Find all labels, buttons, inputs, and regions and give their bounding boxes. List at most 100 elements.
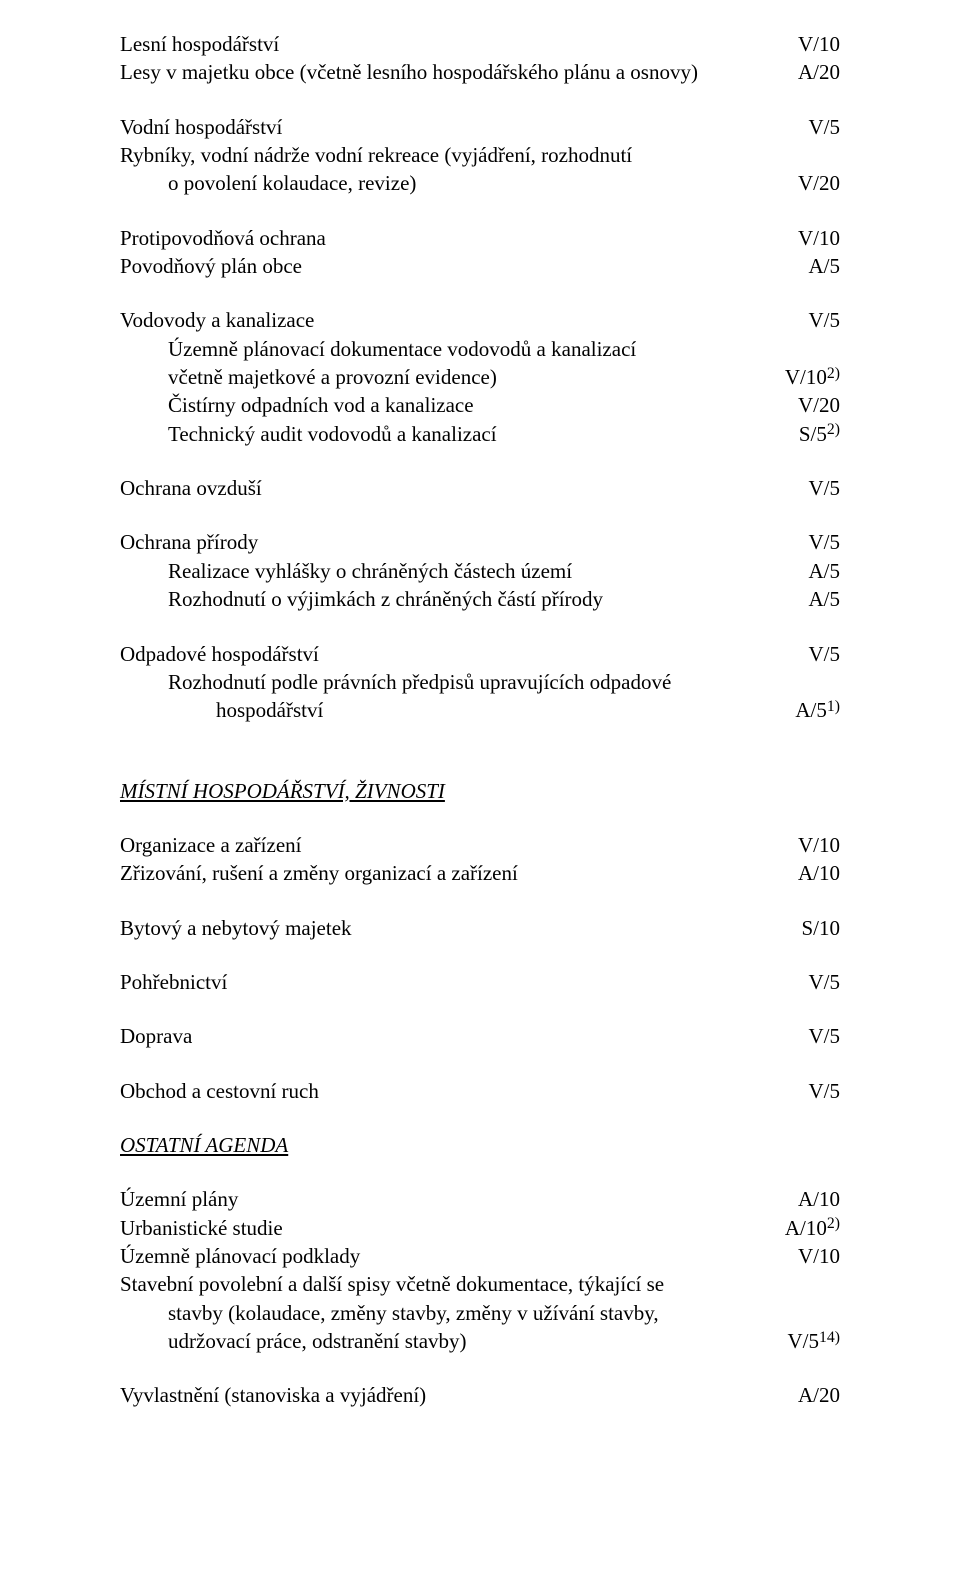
entry-row: PohřebnictvíV/5 [120,968,840,996]
entry-code: V/5 [809,1022,841,1050]
entry-code: V/10 [798,831,840,859]
entry-row: Rozhodnutí podle právních předpisů uprav… [120,668,840,696]
blank-line [120,725,840,751]
entry-code: V/5 [809,474,841,502]
entry-code: A/5 [809,252,841,280]
blank-line [120,502,840,528]
entry-code-sup: 2) [827,421,840,438]
entry-code: A/10 [798,859,840,887]
entry-label: Pohřebnictví [120,968,809,996]
blank-line [120,198,840,224]
entry-label: Lesní hospodářství [120,30,798,58]
blank-line [120,1051,840,1077]
blank-line [120,1105,840,1131]
entry-label: Územní plány [120,1185,798,1213]
entry-code: V/10 [798,224,840,252]
entry-label: Územně plánovací dokumentace vodovodů a … [120,335,840,363]
entry-row: Organizace a zařízeníV/10 [120,831,840,859]
entry-row: Zřizování, rušení a změny organizací a z… [120,859,840,887]
entry-label: Doprava [120,1022,809,1050]
entry-label: Stavební povolební a další spisy včetně … [120,1270,840,1298]
entry-row: Územně plánovací podkladyV/10 [120,1242,840,1270]
entry-code: V/5 [809,1077,841,1105]
entry-code: A/20 [798,1381,840,1409]
entry-code: A/102) [785,1214,840,1242]
entry-row: Urbanistické studieA/102) [120,1214,840,1242]
blank-line [120,888,840,914]
blank-line [120,996,840,1022]
entry-label: Protipovodňová ochrana [120,224,798,252]
entry-code: A/10 [798,1185,840,1213]
entry-row: Vodovody a kanalizaceV/5 [120,306,840,334]
entry-label: Povodňový plán obce [120,252,809,280]
blank-line [120,1159,840,1185]
blank-line [120,1355,840,1381]
entry-label: Organizace a zařízení [120,831,798,859]
entry-label: včetně majetkové a provozní evidence) [120,363,785,391]
entry-code: V/5 [809,968,841,996]
entry-row: včetně majetkové a provozní evidence)V/1… [120,363,840,391]
entry-row: Bytový a nebytový majetekS/10 [120,914,840,942]
blank-line [120,805,840,831]
entry-code: V/10 [798,1242,840,1270]
entry-label: Rozhodnutí podle právních předpisů uprav… [120,668,840,696]
entry-label: o povolení kolaudace, revize) [120,169,798,197]
document-body: Lesní hospodářstvíV/10Lesy v majetku obc… [120,30,840,1410]
blank-line [120,87,840,113]
blank-line [120,751,840,777]
entry-row: Stavební povolební a další spisy včetně … [120,1270,840,1298]
entry-code: A/5 [809,557,841,585]
entry-label: Obchod a cestovní ruch [120,1077,809,1105]
blank-line [120,448,840,474]
entry-label: Rozhodnutí o výjimkách z chráněných část… [120,585,809,613]
entry-label: Bytový a nebytový majetek [120,914,801,942]
entry-row: DopravaV/5 [120,1022,840,1050]
entry-code: V/514) [788,1327,841,1355]
entry-label: Odpadové hospodářství [120,640,809,668]
entry-code: A/5 [809,585,841,613]
entry-label: Čistírny odpadních vod a kanalizace [120,391,798,419]
entry-label: Urbanistické studie [120,1214,785,1242]
entry-row: stavby (kolaudace, změny stavby, změny v… [120,1299,840,1327]
entry-row: Čistírny odpadních vod a kanalizaceV/20 [120,391,840,419]
entry-row: Protipovodňová ochranaV/10 [120,224,840,252]
entry-row: Technický audit vodovodů a kanalizacíS/5… [120,420,840,448]
entry-code-sup: 14) [819,1329,840,1346]
section-heading: MÍSTNÍ HOSPODÁŘSTVÍ, ŽIVNOSTI [120,777,840,805]
entry-code: V/10 [798,30,840,58]
entry-label: stavby (kolaudace, změny stavby, změny v… [120,1299,840,1327]
entry-label: Zřizování, rušení a změny organizací a z… [120,859,798,887]
entry-row: Vodní hospodářstvíV/5 [120,113,840,141]
blank-line [120,614,840,640]
entry-code-sup: 2) [827,1215,840,1232]
section-heading: OSTATNÍ AGENDA [120,1131,840,1159]
entry-code: V/5 [809,306,841,334]
entry-row: Lesní hospodářstvíV/10 [120,30,840,58]
entry-code: A/51) [795,696,840,724]
entry-label: Technický audit vodovodů a kanalizací [120,420,799,448]
blank-line [120,942,840,968]
blank-line [120,280,840,306]
entry-row: o povolení kolaudace, revize)V/20 [120,169,840,197]
entry-code: A/20 [798,58,840,86]
entry-label: udržovací práce, odstranění stavby) [120,1327,788,1355]
entry-label: Ochrana ovzduší [120,474,809,502]
entry-label: Vodní hospodářství [120,113,809,141]
entry-code: V/5 [809,113,841,141]
entry-label: Lesy v majetku obce (včetně lesního hosp… [120,58,798,86]
entry-code-sup: 1) [827,698,840,715]
entry-code: S/52) [799,420,840,448]
entry-label: Rybníky, vodní nádrže vodní rekreace (vy… [120,141,840,169]
entry-row: Realizace vyhlášky o chráněných částech … [120,557,840,585]
entry-row: Územní plányA/10 [120,1185,840,1213]
entry-code: S/10 [801,914,840,942]
entry-label: hospodářství [120,696,795,724]
entry-code: V/20 [798,391,840,419]
entry-code: V/102) [785,363,840,391]
entry-code-sup: 2) [827,365,840,382]
entry-code: V/5 [809,528,841,556]
entry-row: Ochrana ovzdušíV/5 [120,474,840,502]
entry-row: Lesy v majetku obce (včetně lesního hosp… [120,58,840,86]
entry-code: V/20 [798,169,840,197]
entry-row: Odpadové hospodářstvíV/5 [120,640,840,668]
